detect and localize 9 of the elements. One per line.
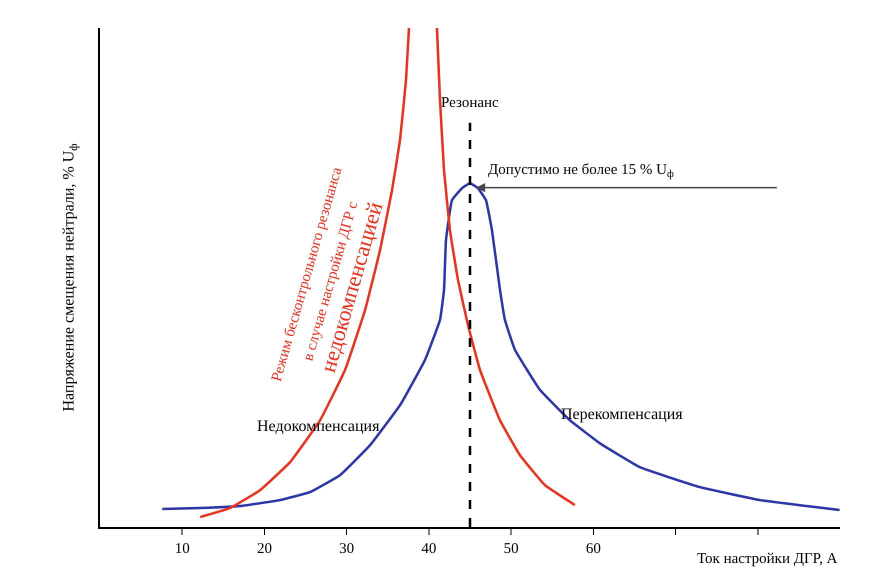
x-axis-title: Ток настройки ДГР, А: [697, 551, 838, 567]
x-tick-label: 20: [256, 541, 272, 557]
annotation: Допустимо не более 15 % U$_{ф}$: [488, 162, 674, 180]
x-tick-label: 60: [586, 541, 601, 557]
x-tick-label: 30: [339, 541, 354, 557]
ref-line-label: Резонанс: [441, 95, 500, 111]
x-tick-label: 40: [421, 541, 436, 557]
x-tick-label: 10: [174, 541, 190, 557]
x-tick-label: 50: [504, 541, 519, 557]
